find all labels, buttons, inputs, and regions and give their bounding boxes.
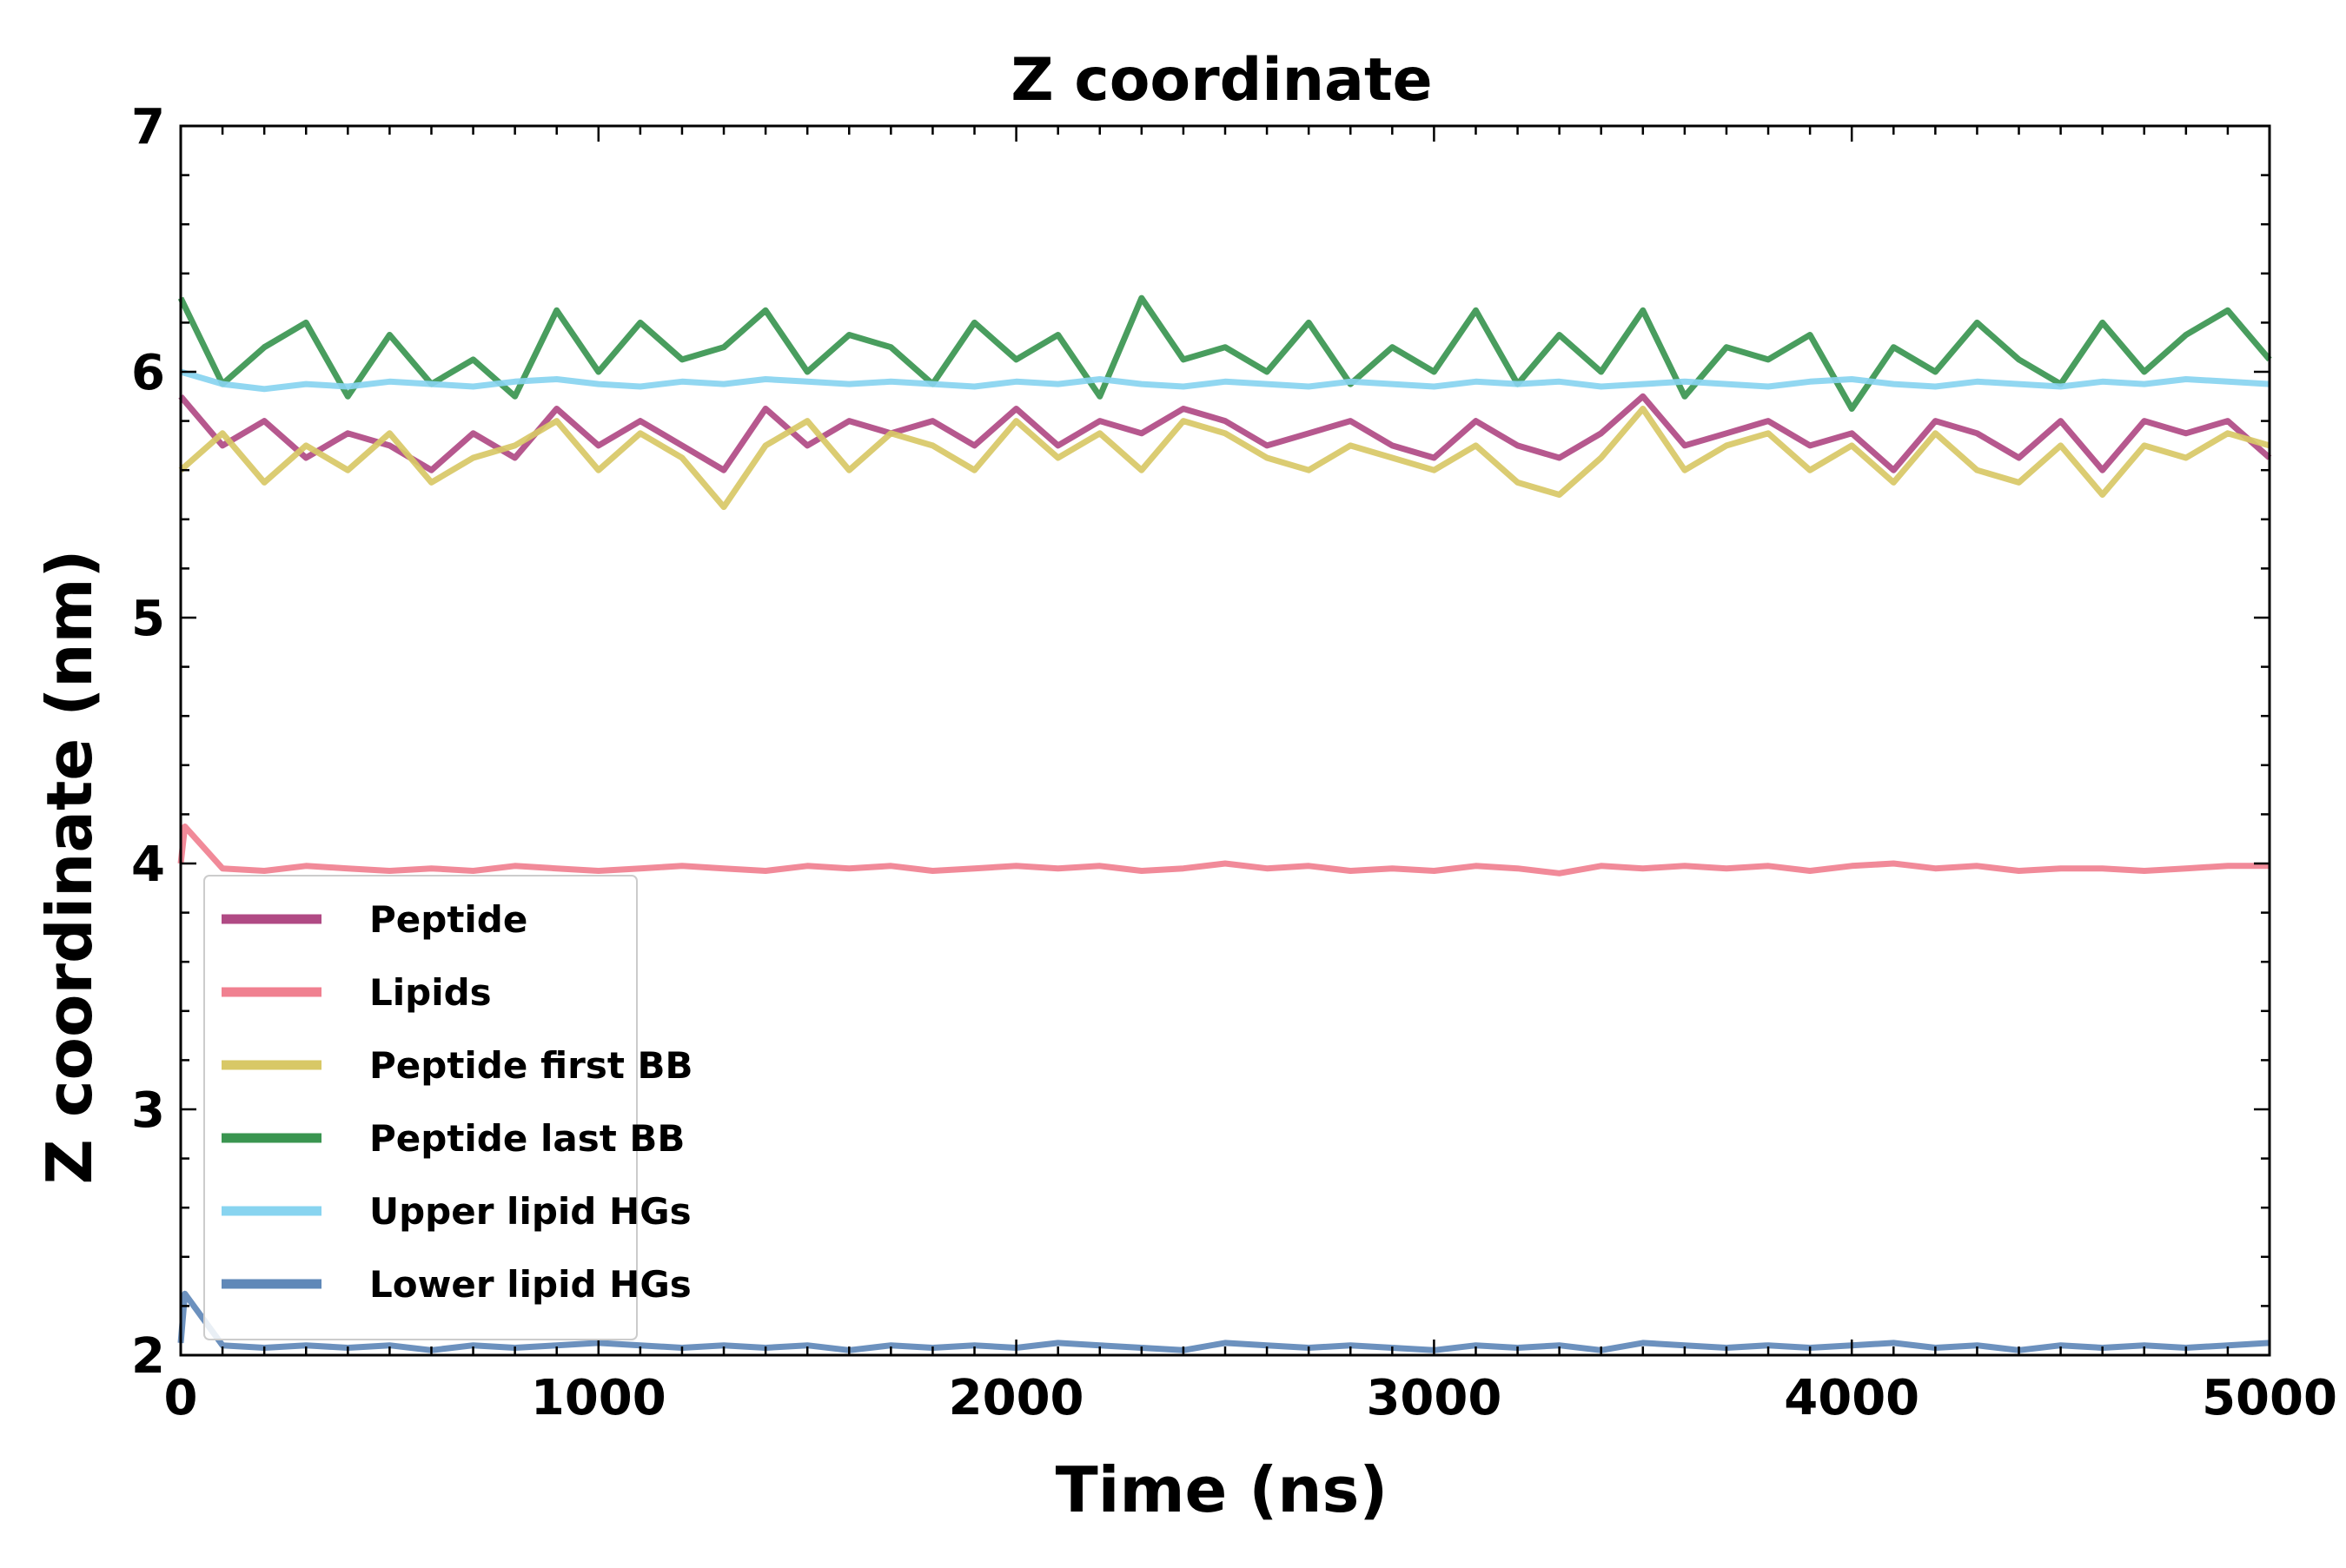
series-line-4 xyxy=(180,368,2270,393)
x-tick-label: 1000 xyxy=(531,1370,666,1426)
y-tick-label: 4 xyxy=(131,837,165,893)
legend-label: Peptide last BB xyxy=(369,1117,685,1160)
series-line-5 xyxy=(177,1290,2270,1353)
legend-label: Upper lipid HGs xyxy=(369,1190,692,1233)
legend-label: Lipids xyxy=(369,971,492,1014)
axis-ticks: 0 1000 2000 3000 4000 5000 2 3 4 5 6 7 xyxy=(131,99,2337,1426)
y-tick-label: 7 xyxy=(131,99,165,155)
series-line-1 xyxy=(177,824,2270,877)
x-tick-label: 3000 xyxy=(1366,1370,1501,1426)
series-line-3 xyxy=(177,294,2272,412)
plot-area xyxy=(177,294,2272,1353)
legend-label: Lower lipid HGs xyxy=(369,1263,692,1306)
chart-title: Z coordinate xyxy=(1011,46,1432,115)
x-tick-label: 0 xyxy=(164,1370,198,1426)
y-tick-label: 3 xyxy=(131,1082,165,1139)
x-axis-label: Time (ns) xyxy=(1056,1453,1388,1526)
y-axis-label: Z coordinate (nm) xyxy=(33,550,106,1185)
x-tick-label: 2000 xyxy=(949,1370,1084,1426)
y-tick-label: 2 xyxy=(131,1328,165,1385)
x-tick-label: 5000 xyxy=(2202,1370,2337,1426)
series-line-0 xyxy=(178,393,2272,473)
legend: Peptide Lipids Peptide first BB Peptide las… xyxy=(203,875,693,1340)
series-line-2 xyxy=(178,406,2270,511)
y-tick-label: 5 xyxy=(131,591,165,647)
y-tick-label: 6 xyxy=(131,345,165,401)
x-tick-label: 4000 xyxy=(1784,1370,1919,1426)
legend-label: Peptide first BB xyxy=(369,1044,693,1087)
legend-label: Peptide xyxy=(369,898,527,941)
